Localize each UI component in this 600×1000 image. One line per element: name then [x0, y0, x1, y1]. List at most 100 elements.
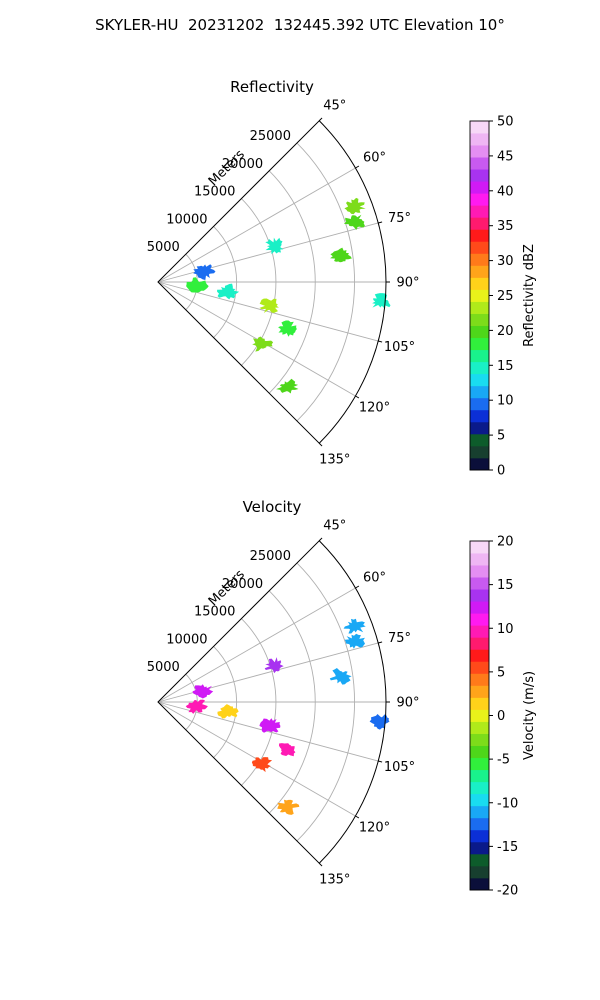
echo-cell	[186, 277, 209, 293]
colorbar-segment	[470, 133, 489, 146]
colorbar-segment	[470, 709, 489, 722]
echo-cell	[259, 298, 279, 313]
colorbar-segment	[470, 205, 489, 218]
echo-cell	[185, 699, 208, 714]
colorbar-segment	[470, 457, 489, 471]
angle-tick	[378, 641, 383, 644]
colorbar-segment	[470, 565, 489, 578]
colorbar-segment	[470, 325, 489, 339]
echo-cell	[217, 704, 239, 719]
echo-cell	[252, 336, 274, 352]
colorbar-tick-label: 10	[497, 394, 514, 409]
angle-tick-label: 135°	[319, 872, 350, 887]
colorbar-segment	[470, 589, 489, 602]
echo-cell	[276, 378, 299, 394]
colorbar-segment	[470, 181, 489, 194]
colorbar-tick-label: 25	[497, 289, 514, 304]
panel-reflectivity	[157, 117, 391, 447]
colorbar-label: Velocity (m/s)	[522, 671, 537, 760]
colorbar-tick-label: -15	[497, 840, 518, 855]
panel-title: Velocity	[243, 498, 302, 516]
colorbar-segment	[470, 601, 489, 614]
colorbar-segment	[470, 361, 489, 375]
angle-tick	[318, 442, 323, 447]
radial-tick-label: 10000	[166, 632, 207, 647]
angle-tick	[378, 340, 383, 343]
colorbar-segment	[470, 769, 489, 783]
radial-tick-label: 25000	[250, 549, 291, 564]
panel-velocity	[157, 537, 390, 867]
colorbar-tick-label: 50	[497, 115, 514, 130]
sector-frame	[157, 540, 387, 864]
colorbar-segment	[470, 649, 489, 662]
angle-tick-label: 90°	[396, 276, 419, 291]
colorbar-tick-label: 0	[497, 709, 505, 724]
colorbar-segment	[470, 373, 489, 387]
colorbar-tick-label: 20	[497, 535, 514, 550]
angle-tick	[378, 760, 383, 763]
colorbar-segment	[470, 853, 489, 867]
colorbar-segment	[470, 541, 489, 554]
colorbar-segment	[470, 553, 489, 566]
colorbar-segment	[470, 733, 489, 746]
angle-tick-label: 75°	[388, 211, 411, 226]
echo-cell	[369, 714, 390, 730]
colorbar-segment	[470, 637, 489, 650]
radial-tick-label: 15000	[194, 605, 235, 620]
grid-ray	[157, 281, 356, 397]
colorbar-segment	[470, 829, 489, 843]
echo-cell	[372, 293, 391, 310]
colorbar-segment	[470, 421, 489, 435]
colorbar-segment	[470, 685, 489, 698]
colorbar-label: Reflectivity dBZ	[522, 244, 537, 347]
echo-cell	[265, 237, 284, 255]
colorbar-segment	[470, 145, 489, 158]
angle-tick	[318, 117, 323, 122]
colorbar-segment	[470, 265, 489, 278]
angle-tick	[355, 585, 360, 589]
colorbar-tick-label: 15	[497, 359, 514, 374]
radial-tick-label: 5000	[147, 660, 180, 675]
colorbar-segment	[470, 301, 489, 314]
echo-cell	[279, 743, 296, 757]
colorbar-segment	[470, 313, 489, 326]
angle-tick-label: 90°	[396, 696, 419, 711]
radial-tick-label: 20000	[222, 157, 263, 172]
echo-cell	[264, 657, 284, 674]
echo-cell	[344, 197, 366, 215]
colorbar-segment	[470, 385, 489, 399]
colorbar-segment	[470, 721, 489, 734]
colorbar-segment	[470, 229, 489, 242]
echo-cell	[330, 247, 352, 263]
echo-cell	[278, 320, 297, 337]
colorbar-segment	[470, 793, 489, 807]
figure-title: SKYLER-HU 20231202 132445.392 UTC Elevat…	[95, 16, 505, 34]
radial-tick-label: 10000	[166, 212, 207, 227]
echo-cell	[344, 633, 365, 649]
colorbar-tick-label: 0	[497, 464, 505, 479]
colorbar-segment	[470, 673, 489, 686]
angle-tick	[355, 395, 360, 399]
colorbar-tick-label: 35	[497, 219, 514, 234]
angle-tick-label: 45°	[323, 519, 346, 534]
angle-tick	[378, 221, 383, 224]
echo-cell	[259, 718, 281, 733]
colorbar-segment	[470, 865, 489, 879]
echo-cell	[343, 214, 365, 230]
colorbar-segment	[470, 745, 489, 759]
echo-cell	[193, 264, 216, 280]
angle-tick-label: 120°	[359, 821, 390, 836]
colorbar-tick-label: 20	[497, 324, 514, 339]
colorbar-segment	[470, 193, 489, 206]
angle-tick-label: 135°	[319, 452, 350, 467]
radial-tick-label: 25000	[250, 129, 291, 144]
colorbar-tick-label: 15	[497, 578, 514, 593]
angle-tick	[318, 862, 323, 867]
colorbar-segment	[470, 337, 489, 351]
colorbar-tick-label: 30	[497, 254, 514, 269]
echo-cell	[329, 668, 352, 685]
echo-cell	[217, 283, 240, 300]
angle-tick	[355, 815, 360, 819]
